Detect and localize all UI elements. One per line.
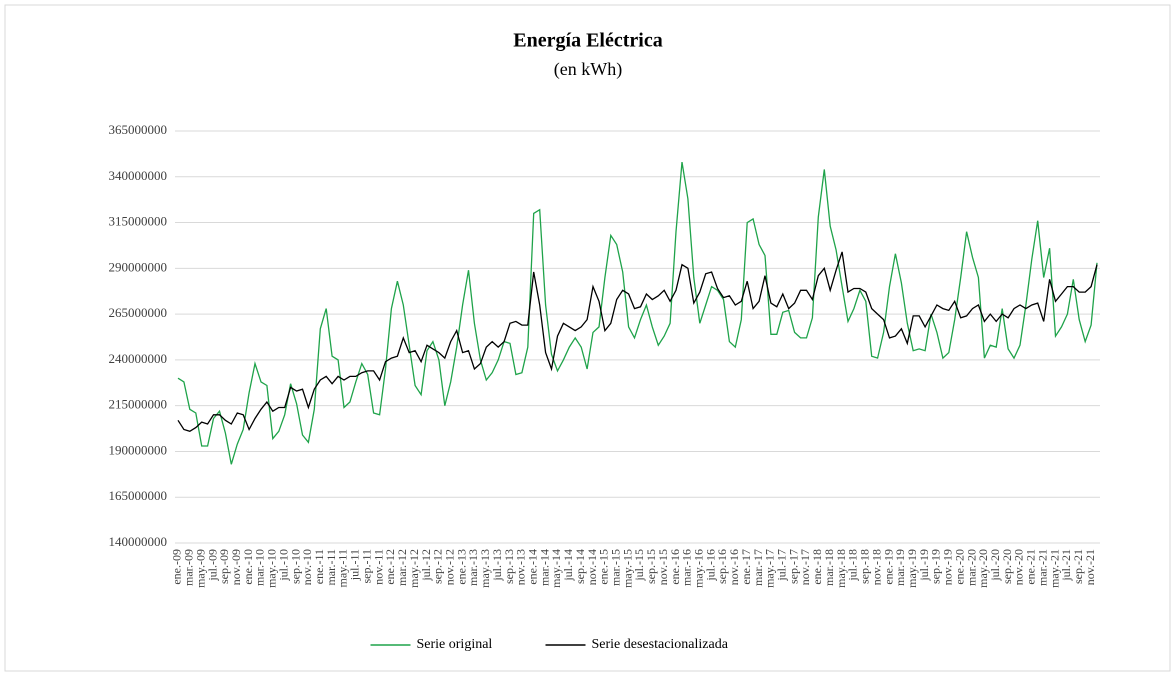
x-tick-label: ene.-19: [881, 549, 895, 585]
x-tick-label: may.-14: [549, 549, 563, 588]
x-tick-label: sep.-10: [288, 549, 302, 584]
x-tick-label: may.-12: [407, 549, 421, 588]
x-tick-label: mar.-11: [324, 549, 338, 586]
x-tick-label: nov.-09: [229, 549, 243, 585]
x-tick-label: mar.-20: [964, 549, 978, 586]
y-tick-label: 365000000: [109, 122, 168, 137]
x-tick-label: sep.-18: [858, 549, 872, 584]
x-tick-label: nov.-13: [514, 549, 528, 585]
x-tick-label: mar.-10: [253, 549, 267, 586]
x-tick-label: mar.-16: [680, 549, 694, 586]
x-tick-label: sep.-21: [1071, 549, 1085, 584]
x-tick-label: jul.-12: [419, 549, 433, 582]
y-tick-label: 140000000: [109, 534, 168, 549]
x-tick-label: sep.-19: [929, 549, 943, 584]
x-tick-label: sep.-12: [431, 549, 445, 584]
x-tick-label: may.-15: [620, 549, 634, 588]
series-line: [177, 161, 1098, 465]
x-tick-label: mar.-15: [608, 549, 622, 586]
x-tick-label: may.-18: [834, 549, 848, 588]
x-tick-label: nov.-20: [1012, 549, 1026, 585]
x-tick-label: jul.-14: [561, 549, 575, 582]
x-tick-label: ene.-10: [241, 549, 255, 585]
chart-subtitle: (en kWh): [554, 59, 622, 80]
x-tick-label: jul.-17: [775, 549, 789, 582]
x-tick-label: ene.-13: [454, 549, 468, 585]
x-tick-label: may.-17: [763, 549, 777, 588]
x-tick-label: nov.-21: [1083, 549, 1097, 585]
x-tick-label: mar.-14: [537, 549, 551, 586]
x-tick-label: sep.-17: [786, 549, 800, 584]
x-tick-label: nov.-19: [941, 549, 955, 585]
x-tick-label: nov.-12: [442, 549, 456, 585]
y-tick-label: 190000000: [109, 442, 168, 457]
x-tick-label: jul.-21: [1059, 549, 1073, 582]
y-tick-label: 315000000: [109, 214, 168, 229]
x-tick-label: ene.-12: [383, 549, 397, 585]
x-tick-label: mar.-13: [466, 549, 480, 586]
x-tick-label: sep.-11: [359, 549, 373, 584]
x-tick-label: jul.-20: [988, 549, 1002, 582]
y-tick-label: 215000000: [109, 397, 168, 412]
x-tick-label: nov.-18: [869, 549, 883, 585]
x-tick-label: ene.-18: [810, 549, 824, 585]
x-tick-label: may.-11: [336, 549, 350, 587]
x-tick-label: mar.-09: [182, 549, 196, 586]
legend-label: Serie original: [417, 637, 493, 652]
x-tick-label: sep.-14: [573, 549, 587, 584]
x-tick-label: nov.-15: [656, 549, 670, 585]
series-line: [177, 251, 1098, 433]
x-tick-label: nov.-14: [585, 549, 599, 585]
x-tick-label: ene.-16: [668, 549, 682, 585]
x-tick-label: may.-19: [905, 549, 919, 588]
x-tick-label: jul.-11: [348, 549, 362, 581]
y-tick-label: 165000000: [109, 488, 168, 503]
x-tick-label: may.-09: [193, 549, 207, 588]
x-tick-label: ene.-15: [597, 549, 611, 585]
chart-title: Energía Eléctrica: [513, 30, 662, 52]
x-tick-label: ene.-17: [739, 549, 753, 585]
y-tick-label: 265000000: [109, 305, 168, 320]
x-tick-label: sep.-15: [644, 549, 658, 584]
y-tick-label: 340000000: [109, 168, 168, 183]
x-tick-label: may.-10: [265, 549, 279, 588]
x-tick-label: nov.-16: [727, 549, 741, 585]
x-tick-label: mar.-19: [893, 549, 907, 586]
x-tick-label: jul.-16: [703, 549, 717, 582]
x-tick-label: jul.-10: [276, 549, 290, 582]
x-tick-label: jul.-13: [490, 549, 504, 582]
y-tick-label: 290000000: [109, 259, 168, 274]
x-tick-label: ene.-20: [952, 549, 966, 585]
x-tick-label: sep.-20: [1000, 549, 1014, 584]
x-tick-label: ene.-14: [525, 549, 539, 585]
x-tick-label: nov.-11: [371, 549, 385, 585]
x-tick-label: ene.-21: [1024, 549, 1038, 585]
x-tick-label: sep.-09: [217, 549, 231, 584]
x-tick-label: may.-13: [478, 549, 492, 588]
x-tick-label: may.-16: [692, 549, 706, 588]
x-tick-label: mar.-12: [395, 549, 409, 586]
x-tick-label: jul.-09: [205, 549, 219, 582]
x-tick-label: jul.-15: [632, 549, 646, 582]
x-tick-label: jul.-19: [917, 549, 931, 582]
x-tick-label: jul.-18: [846, 549, 860, 582]
x-tick-label: ene.-11: [312, 549, 326, 584]
x-tick-label: ene.-09: [170, 549, 184, 585]
x-tick-label: may.-20: [976, 549, 990, 588]
x-tick-label: mar.-18: [822, 549, 836, 586]
x-tick-label: nov.-10: [300, 549, 314, 585]
x-tick-label: mar.-17: [751, 549, 765, 586]
x-tick-label: mar.-21: [1035, 549, 1049, 586]
x-tick-label: may.-21: [1047, 549, 1061, 588]
x-tick-label: sep.-13: [502, 549, 516, 584]
legend-label: Serie desestacionalizada: [592, 637, 729, 652]
y-tick-label: 240000000: [109, 351, 168, 366]
chart-frame: [4, 4, 1171, 672]
x-tick-label: sep.-16: [715, 549, 729, 584]
x-tick-label: nov.-17: [798, 549, 812, 585]
